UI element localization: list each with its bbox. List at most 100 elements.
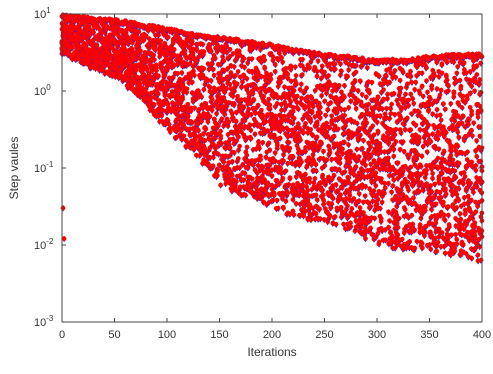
- data-point-circle: [237, 143, 242, 149]
- data-point-circle: [294, 81, 299, 87]
- data-point-circle: [241, 104, 247, 110]
- data-point-circle: [167, 125, 173, 131]
- data-point-circle: [242, 170, 248, 176]
- data-point-circle: [283, 168, 289, 174]
- data-point-circle: [175, 71, 181, 76]
- data-point-circle: [285, 190, 291, 196]
- data-point-circle: [233, 119, 239, 124]
- data-point-circle: [141, 72, 147, 77]
- data-point-circle: [243, 192, 248, 198]
- data-point-circle: [277, 135, 283, 141]
- data-point-circle: [231, 64, 237, 69]
- data-point-circle: [211, 72, 217, 78]
- data-point-circle: [141, 37, 147, 43]
- data-point-circle: [196, 54, 201, 60]
- data-point-circle: [211, 66, 216, 72]
- data-point-circle: [288, 63, 294, 69]
- data-point-circle: [159, 64, 164, 69]
- data-point-circle: [258, 153, 263, 159]
- data-point-circle: [291, 115, 297, 121]
- data-point-circle: [286, 182, 292, 187]
- data-point-circle: [241, 56, 247, 61]
- data-point-circle: [179, 70, 185, 75]
- data-point-circle: [145, 67, 150, 73]
- data-point-circle: [265, 183, 270, 189]
- data-point-circle: [290, 108, 296, 114]
- data-point-circle: [277, 50, 282, 56]
- data-point-circle: [266, 140, 272, 146]
- data-point-circle: [268, 76, 274, 82]
- data-point-circle: [293, 73, 299, 78]
- data-point-circle: [201, 66, 207, 71]
- data-point-circle: [151, 52, 156, 58]
- data-point-circle: [159, 113, 164, 118]
- data-point-circle: [224, 86, 229, 91]
- data-point-circle: [226, 119, 231, 125]
- data-point-circle: [275, 142, 280, 148]
- data-point-circle: [227, 46, 233, 52]
- data-point-circle: [262, 57, 267, 63]
- data-point-circle: [234, 81, 240, 87]
- data-point-circle: [236, 156, 241, 161]
- data-point-circle: [278, 166, 283, 172]
- data-point-circle: [221, 58, 227, 64]
- data-point-circle: [165, 34, 171, 40]
- data-point-circle: [287, 145, 293, 151]
- data-point-circle: [207, 84, 213, 90]
- data-point-circle: [260, 164, 266, 170]
- data-point-circle: [282, 113, 287, 119]
- data-point-circle: [244, 144, 250, 150]
- data-point-circle: [241, 177, 247, 183]
- data-point-circle: [154, 62, 159, 68]
- data-point-circle: [239, 84, 244, 90]
- data-point-circle: [249, 176, 255, 182]
- data-point-circle: [214, 111, 219, 116]
- data-point-circle: [276, 181, 282, 187]
- data-point-circle: [192, 72, 197, 78]
- data-point-circle: [260, 113, 265, 118]
- data-point-circle: [269, 173, 275, 179]
- data-point-circle: [293, 201, 299, 206]
- data-point-circle: [246, 106, 251, 112]
- data-point-circle: [248, 112, 254, 117]
- data-point-circle: [292, 64, 298, 70]
- data-point-circle: [234, 179, 239, 184]
- data-point-circle: [222, 111, 228, 117]
- data-point-circle: [152, 57, 157, 62]
- data-point-circle: [200, 41, 205, 47]
- data-point-circle: [209, 61, 215, 67]
- data-point-circle: [201, 87, 207, 92]
- data-point-circle: [156, 73, 161, 79]
- data-point-circle: [201, 51, 206, 57]
- data-point-circle: [244, 152, 250, 158]
- data-point-circle: [227, 81, 233, 87]
- data-point-circle: [218, 133, 224, 139]
- data-point-circle: [267, 102, 273, 108]
- data-point-circle: [288, 98, 293, 104]
- data-point-circle: [248, 136, 254, 141]
- data-point-circle: [280, 175, 286, 181]
- data-point-circle: [281, 205, 286, 211]
- data-point-circle: [207, 114, 213, 119]
- data-point-circle: [180, 96, 185, 102]
- data-point-circle: [286, 140, 292, 145]
- data-point-circle: [249, 56, 255, 61]
- data-point-circle: [282, 84, 287, 90]
- data-point-circle: [248, 127, 254, 133]
- data-point-circle: [189, 41, 195, 46]
- data-point-circle: [280, 59, 286, 65]
- data-point-circle: [190, 51, 196, 56]
- data-point-circle: [252, 131, 258, 137]
- data-point-circle: [147, 36, 152, 41]
- data-point-circle: [123, 53, 129, 59]
- data-point-circle: [295, 106, 301, 112]
- data-point-circle: [233, 73, 238, 78]
- data-point-circle: [272, 62, 278, 67]
- data-point-circle: [281, 158, 286, 163]
- data-point-circle: [154, 67, 159, 73]
- data-point-circle: [216, 151, 221, 157]
- data-point-circle: [153, 47, 158, 53]
- data-point-circle: [235, 69, 241, 74]
- data-point-circle: [209, 107, 215, 113]
